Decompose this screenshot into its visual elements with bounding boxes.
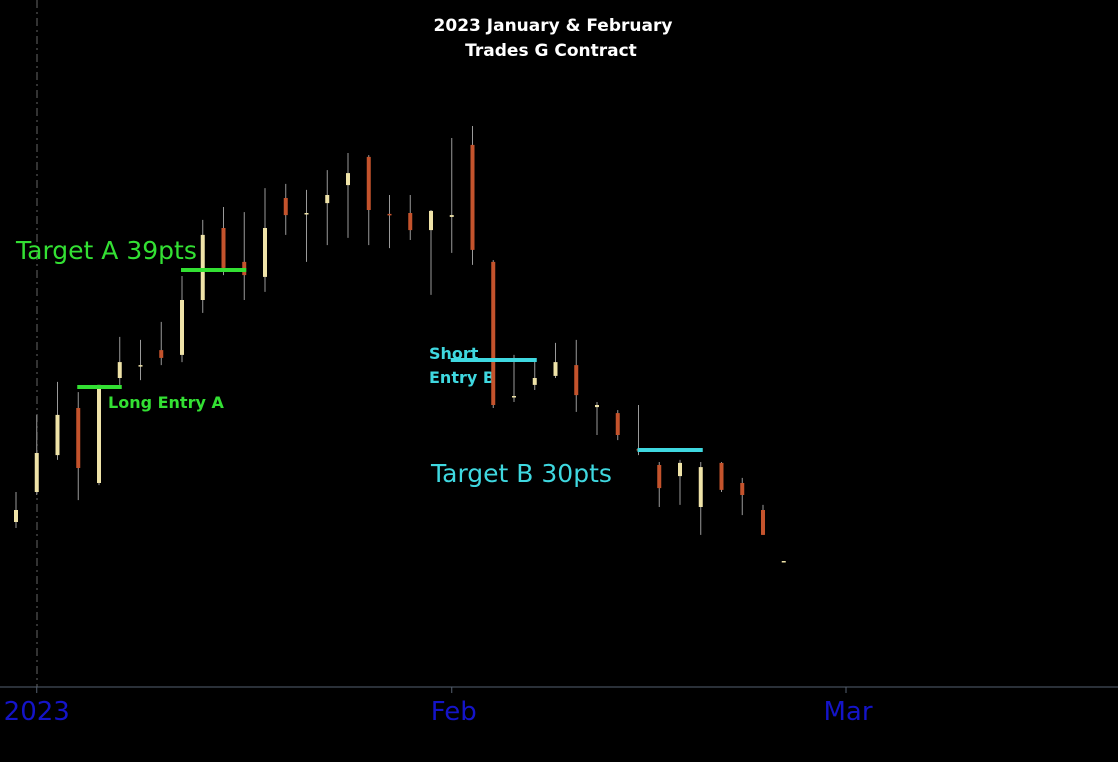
- candle-body: [449, 215, 454, 217]
- candle-body: [346, 173, 350, 186]
- candle-body: [76, 408, 81, 468]
- candle-body: [740, 483, 745, 495]
- candle-body: [574, 365, 579, 396]
- candle-body: [470, 144, 475, 250]
- candle-body: [512, 396, 516, 398]
- candle-body: [304, 213, 309, 215]
- candle-body: [55, 414, 60, 456]
- annotation: Long Entry A: [108, 393, 224, 412]
- candle-body: [200, 234, 205, 300]
- candle-body: [325, 195, 330, 204]
- x-tick-label: 2023: [4, 697, 70, 727]
- candle-body: [657, 465, 662, 489]
- candle-body: [366, 156, 371, 210]
- candle-body: [14, 510, 18, 522]
- candle-body: [221, 228, 226, 268]
- candle-body: [34, 453, 39, 492]
- candle-body: [408, 213, 413, 231]
- candle-body: [781, 561, 786, 563]
- candle-body: [97, 384, 101, 483]
- candle-body: [180, 300, 184, 355]
- candle-body: [553, 362, 558, 376]
- annotation: Target A 39pts: [15, 236, 197, 265]
- candle-body: [429, 210, 433, 231]
- candle-body: [159, 350, 164, 358]
- x-tick-label: Mar: [823, 697, 872, 727]
- candle-body: [263, 228, 267, 277]
- candle-body: [595, 405, 599, 408]
- x-tick-label: Feb: [431, 697, 477, 727]
- candle-body: [761, 510, 765, 535]
- candle-body: [283, 198, 288, 216]
- candle-body: [678, 462, 682, 477]
- chart-title: 2023 January & February: [434, 16, 673, 36]
- candle-body: [387, 213, 392, 216]
- candle-body: [698, 467, 703, 507]
- candle-body: [532, 378, 537, 385]
- candle-body: [117, 362, 122, 378]
- candle-body: [491, 261, 496, 405]
- chart-subtitle: Trades G Contract: [465, 41, 637, 61]
- annotation: Target B 30pts: [430, 459, 612, 488]
- candle-body: [138, 365, 143, 367]
- candle-body: [615, 413, 620, 435]
- annotation: Entry B: [429, 368, 495, 387]
- candle-body: [719, 462, 724, 490]
